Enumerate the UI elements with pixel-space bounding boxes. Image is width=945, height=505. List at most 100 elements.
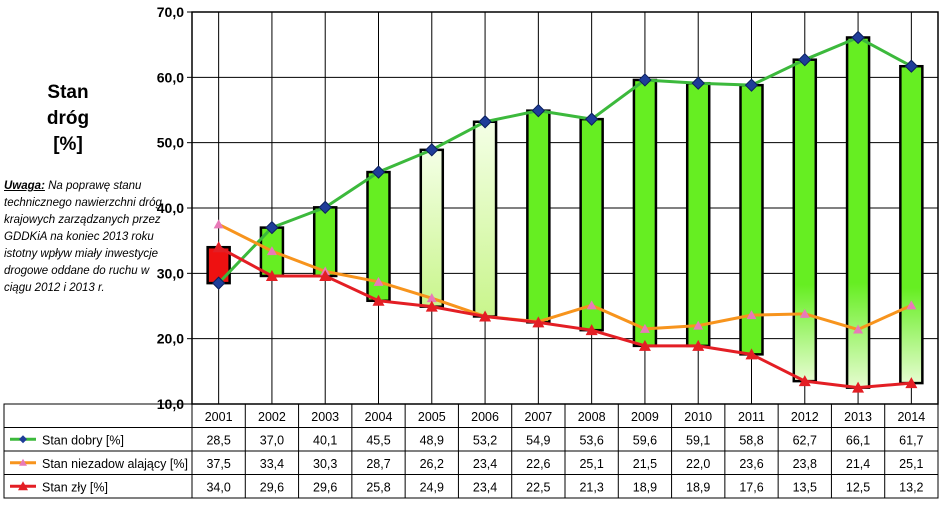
point-good	[425, 143, 439, 157]
range-bar	[899, 64, 924, 385]
point-unsatisfactory	[426, 293, 437, 303]
point-bad	[479, 310, 492, 322]
point-good	[798, 52, 812, 67]
bars-layer	[206, 36, 924, 389]
data-table-cell: 54,9	[526, 433, 550, 447]
point-good	[904, 59, 919, 73]
point-good	[531, 103, 546, 118]
data-table-cell: 17,6	[739, 480, 763, 494]
data-table-cell: 58,8	[739, 433, 763, 447]
point-unsatisfactory	[906, 300, 917, 310]
range-bar	[526, 109, 551, 324]
point-unsatisfactory	[746, 310, 757, 320]
range-bar	[632, 78, 658, 348]
point-unsatisfactory	[639, 323, 650, 333]
point-good	[478, 115, 492, 129]
range-bar	[419, 148, 445, 308]
legend-label: Stan zły [%]	[42, 480, 108, 494]
point-good	[584, 112, 599, 126]
data-table-cell: 13,5	[793, 480, 817, 494]
data-table-cell: 28,7	[366, 457, 390, 471]
point-unsatisfactory	[799, 308, 810, 318]
data-table-cell: 26,2	[420, 457, 444, 471]
x-tick-label: 2013	[844, 410, 872, 424]
x-tick-label: 2008	[578, 410, 606, 424]
data-table-cell: 21,3	[579, 480, 603, 494]
legend-label: Stan niezadow alający [%]	[42, 457, 188, 471]
x-tick-label: 2009	[631, 410, 659, 424]
data-table-cell: 22,5	[526, 480, 550, 494]
x-tick-label: 2006	[471, 410, 499, 424]
data-table-cell: 29,6	[313, 480, 337, 494]
lines-layer	[217, 35, 913, 390]
point-bad	[905, 377, 918, 389]
data-table-cell: 37,0	[260, 433, 284, 447]
point-bad	[212, 241, 225, 253]
data-table-cell: 30,3	[313, 457, 337, 471]
data-table-cell: 12,5	[846, 480, 870, 494]
point-bad	[692, 339, 705, 351]
point-unsatisfactory	[586, 300, 597, 310]
data-table-cell: 62,7	[793, 433, 817, 447]
legend-key-marker	[19, 458, 27, 466]
point-bad	[585, 324, 598, 336]
data-table-cell: 48,9	[420, 433, 444, 447]
data-table-cell: 24,9	[420, 480, 444, 494]
data-table-cell: 53,2	[473, 433, 497, 447]
point-good	[744, 78, 759, 92]
data-table-cell: 22,6	[526, 457, 550, 471]
data-table-cell: 59,6	[633, 433, 657, 447]
x-tick-label: 2002	[258, 410, 286, 424]
data-table-cell: 21,5	[633, 457, 657, 471]
point-bad	[425, 300, 438, 312]
data-table-cell: 34,0	[206, 480, 230, 494]
data-table-cell: 23,4	[473, 457, 497, 471]
data-table-cell: 37,5	[206, 457, 230, 471]
legend-label: Stan dobry [%]	[42, 433, 124, 447]
series-line-unsatisfactory	[217, 222, 912, 332]
data-table-cell: 66,1	[846, 433, 870, 447]
y-tick-label: 70,0	[157, 4, 184, 20]
point-unsatisfactory	[213, 219, 224, 229]
grid-layer	[187, 11, 939, 405]
x-tick-label: 2011	[738, 410, 765, 424]
point-bad	[265, 269, 278, 281]
y-axis-title: Stan dróg [%]	[46, 82, 90, 155]
note-body: Na poprawę stanu technicznego nawierzchn…	[4, 180, 162, 294]
point-bad	[852, 381, 865, 393]
point-bad	[372, 294, 385, 306]
data-table-cell: 22,0	[686, 457, 710, 471]
data-table-cell: 45,5	[366, 433, 390, 447]
x-tick-label: 2014	[897, 410, 925, 424]
data-table-cell: 59,1	[686, 433, 710, 447]
point-good	[211, 276, 226, 290]
range-bar	[312, 206, 338, 278]
point-bad	[319, 269, 332, 281]
point-bad	[638, 339, 651, 351]
range-bar	[845, 36, 871, 389]
y-tick-label: 40,0	[157, 200, 184, 216]
data-table-cell: 25,1	[899, 457, 923, 471]
point-good	[318, 200, 332, 215]
data-table-cell: 21,4	[846, 457, 870, 471]
series-line-good	[217, 35, 913, 285]
data-table-cell: 40,1	[313, 433, 337, 447]
point-bad	[532, 316, 545, 328]
series-line-bad	[217, 245, 912, 390]
note-label: Uwaga:	[4, 180, 45, 192]
point-bad	[745, 348, 758, 360]
data-table-cell: 28,5	[206, 433, 230, 447]
note-text: Uwaga: Na poprawę stanu technicznego naw…	[4, 178, 164, 297]
x-tick-label: 2001	[205, 410, 233, 424]
x-tick-label: 2005	[418, 410, 446, 424]
data-table-cell: 23,4	[473, 480, 497, 494]
range-bar	[685, 81, 711, 348]
point-good	[265, 220, 279, 235]
data-table-cell: 13,2	[899, 480, 923, 494]
data-table-cell: 61,7	[899, 433, 923, 447]
point-bad	[798, 375, 811, 387]
data-table-cell: 23,8	[793, 457, 817, 471]
x-tick-label: 2012	[791, 410, 819, 424]
data-table-cell: 33,4	[260, 457, 284, 471]
